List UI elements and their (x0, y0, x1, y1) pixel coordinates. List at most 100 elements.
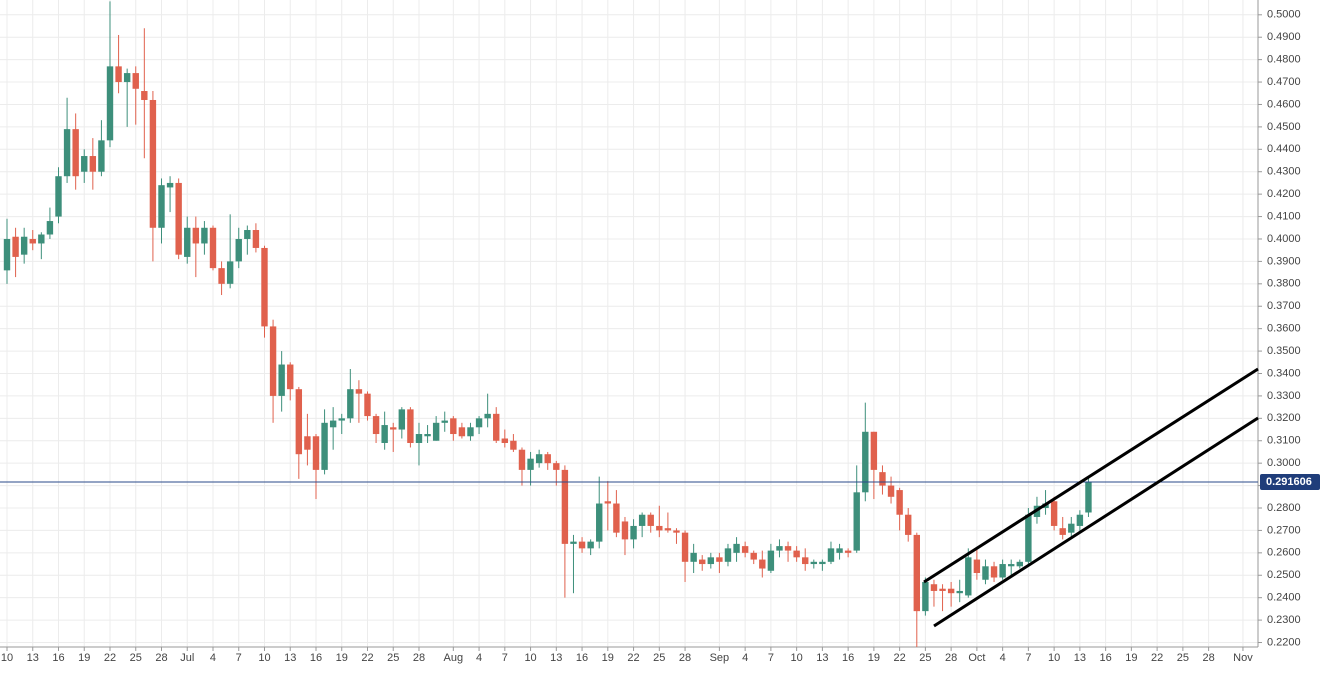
y-tick-label: 0.3000 (1267, 457, 1301, 469)
x-tick-label: 19 (868, 652, 880, 664)
candle-body (3, 238, 11, 271)
y-tick-label: 0.4700 (1267, 76, 1301, 88)
x-tick-label: 22 (627, 652, 639, 664)
y-tick-label: 0.3700 (1267, 300, 1301, 312)
candle-body (887, 485, 895, 497)
candle-body (372, 416, 380, 435)
candle-body (321, 422, 328, 470)
y-tick-label: 0.2800 (1267, 502, 1301, 514)
x-tick-label: 22 (1151, 652, 1163, 664)
candle-body (535, 454, 543, 464)
candle-body (201, 227, 208, 244)
candle-body (467, 427, 474, 437)
candle-body (501, 438, 509, 443)
candle-body (759, 559, 766, 569)
candle-body (38, 234, 45, 244)
candle-body (604, 501, 612, 504)
x-tick-label: 10 (258, 652, 270, 664)
y-tick-label: 0.4500 (1267, 121, 1301, 133)
candle-body (527, 458, 534, 470)
candle-body (98, 140, 105, 172)
candle-body (1085, 481, 1092, 513)
candle-body (123, 73, 131, 83)
candle-body (72, 129, 79, 177)
candle-body (158, 185, 165, 228)
y-tick-label: 0.4600 (1267, 98, 1301, 110)
x-tick-label: 19 (78, 652, 90, 664)
candle-body (553, 463, 560, 470)
x-tick-label: 16 (52, 652, 64, 664)
candle-body (304, 436, 311, 450)
x-tick-label: 25 (130, 652, 142, 664)
y-tick-label: 0.2700 (1267, 524, 1301, 536)
candle-body (947, 588, 955, 594)
candle-body (930, 584, 938, 591)
candle-body (184, 227, 191, 257)
candle-body (175, 182, 182, 255)
x-tick-label: 19 (1125, 652, 1137, 664)
x-tick-label: 16 (310, 652, 322, 664)
x-tick-label: 4 (742, 652, 748, 664)
x-tick-label: Aug (444, 652, 464, 664)
candle-body (510, 440, 517, 450)
x-tick-label: Oct (968, 652, 985, 664)
candle-body (415, 434, 423, 443)
x-tick-label: 25 (653, 652, 665, 664)
x-tick-label: 10 (524, 652, 536, 664)
candle-body (398, 409, 406, 430)
x-tick-label: 22 (361, 652, 373, 664)
x-tick-label: 13 (550, 652, 562, 664)
trend-line-upper (923, 367, 1259, 584)
x-tick-label: 13 (1074, 652, 1086, 664)
candle-body (329, 420, 337, 428)
candle-body (784, 546, 792, 551)
x-tick-label: 10 (1, 652, 13, 664)
x-tick-label: 22 (104, 652, 116, 664)
y-tick-label: 0.2200 (1267, 636, 1301, 648)
candle-body (338, 418, 345, 421)
candle-body (364, 393, 371, 417)
x-tick-label: 7 (502, 652, 508, 664)
candle-body (844, 550, 852, 553)
y-tick-label: 0.4400 (1267, 143, 1301, 155)
x-tick-label: 28 (155, 652, 167, 664)
candle-body (218, 268, 225, 284)
candle-body (115, 66, 122, 83)
y-tick-label: 0.3800 (1267, 278, 1301, 290)
x-tick-label: 4 (210, 652, 216, 664)
y-tick-label: 0.4300 (1267, 166, 1301, 178)
candle-body (432, 422, 440, 441)
candle-body (990, 566, 998, 578)
x-tick-label: 10 (1048, 652, 1060, 664)
y-tick-label: 0.2600 (1267, 547, 1301, 559)
candle-body (896, 490, 903, 515)
candle-body (716, 557, 723, 562)
x-tick-label: 28 (945, 652, 957, 664)
candle-body (793, 550, 800, 558)
candle-body (450, 418, 457, 435)
x-tick-label: Nov (1233, 652, 1253, 664)
candle-body (287, 364, 294, 390)
x-tick-label: 4 (476, 652, 482, 664)
candle-body (913, 534, 920, 612)
candle-body (424, 434, 431, 437)
x-tick-label: 7 (768, 652, 774, 664)
x-tick-label: 7 (236, 652, 242, 664)
candle-body (235, 238, 242, 262)
candle-body (226, 261, 234, 284)
candle-body (596, 503, 603, 542)
y-tick-label: 0.2500 (1267, 569, 1301, 581)
candle-body (1050, 501, 1058, 526)
candle-body (261, 247, 268, 327)
candle-body (89, 156, 97, 172)
candle-body (347, 389, 354, 419)
x-tick-label: 16 (1099, 652, 1111, 664)
candle-body (776, 546, 783, 551)
candle-body (561, 469, 569, 544)
candle-body (973, 559, 981, 574)
y-tick-label: 0.3300 (1267, 390, 1301, 402)
candle-body (166, 182, 174, 188)
candle-body (544, 454, 551, 464)
y-tick-label: 0.5000 (1267, 9, 1301, 21)
x-tick-label: 13 (816, 652, 828, 664)
